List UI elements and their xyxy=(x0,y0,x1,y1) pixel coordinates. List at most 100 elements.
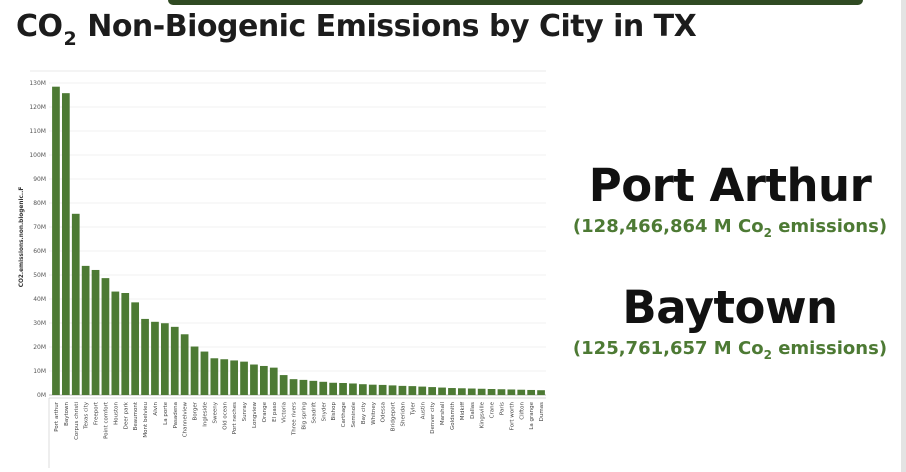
x-tick-label: Texas city xyxy=(84,401,90,430)
y-axis-ticks: 0M 10M 20M 30M 40M 50M 60M 70M 80M 90M 100M 110M 120… xyxy=(29,80,46,399)
x-tick-label: Victoria xyxy=(282,402,288,423)
x-tick-label: Sheridan xyxy=(400,401,406,426)
x-tick-label: Carthage xyxy=(341,401,347,427)
x-tick-label: Channelview xyxy=(183,402,189,438)
x-tick-label: Borger xyxy=(193,401,199,420)
bar xyxy=(477,388,486,395)
bar xyxy=(507,389,516,395)
x-tick-label: Bishop xyxy=(331,401,337,420)
x-tick-label: Sunray xyxy=(242,401,248,421)
x-tick-label: Dallas xyxy=(470,402,476,419)
x-tick-label: Seminole xyxy=(351,401,357,427)
x-tick-label: Sweeny xyxy=(212,401,218,423)
x-tick-label: Baytown xyxy=(64,401,70,425)
x-tick-label: Alvin xyxy=(153,401,159,415)
x-tick-label: Austin xyxy=(420,401,426,419)
x-tick-label: Deer park xyxy=(123,401,129,429)
bar xyxy=(517,389,526,395)
x-tick-label: Longview xyxy=(252,402,258,428)
bar xyxy=(299,379,308,395)
bar xyxy=(349,383,357,395)
x-tick-label: Mont belvieu xyxy=(143,402,149,438)
x-tick-label: Port neches xyxy=(232,402,238,434)
y-tick-label: 110M xyxy=(29,128,46,135)
callout-city-name: Baytown xyxy=(622,281,838,334)
amount-subscript: 2 xyxy=(763,348,772,362)
bar xyxy=(141,318,149,395)
bar xyxy=(329,382,338,395)
x-tick-label: Odessa xyxy=(381,402,387,422)
x-tick-label: Point comfort xyxy=(103,401,109,439)
x-tick-label: Ingleside xyxy=(202,401,208,426)
x-tick-label: Bridgeport xyxy=(391,401,397,431)
x-tick-label: Three rivers xyxy=(292,402,298,436)
x-tick-label: La grange xyxy=(529,401,535,429)
bar xyxy=(339,383,347,395)
callout-top-city: Port Arthur (128,466,864 M Co2 emissions… xyxy=(560,159,900,241)
bar-chart-svg: 0M 10M 20M 30M 40M 50M 60M 70M 80M 90M 100M 110M 120… xyxy=(19,70,546,468)
bar xyxy=(121,293,130,395)
y-tick-label: 0M xyxy=(37,392,46,399)
x-tick-label: Freeport xyxy=(94,401,100,425)
callout-amount: (128,466,864 M Co2 emissions) xyxy=(560,216,900,240)
x-tick-label: El paso xyxy=(272,401,278,421)
x-tick-label: Pasadena xyxy=(173,402,179,428)
x-tick-label: Tyler xyxy=(410,401,416,416)
bar xyxy=(200,351,209,395)
bar xyxy=(210,358,219,395)
y-tick-label: 70M xyxy=(33,224,46,231)
bar xyxy=(289,379,298,395)
y-tick-label: 80M xyxy=(33,200,46,207)
x-tick-label: Bay city xyxy=(361,401,367,424)
x-tick-label: Midkiff xyxy=(460,402,466,420)
bar xyxy=(111,291,120,395)
bar xyxy=(131,302,140,395)
bar xyxy=(537,390,545,395)
bar xyxy=(487,389,496,395)
y-tick-label: 60M xyxy=(33,248,46,255)
x-tick-label: Crane xyxy=(490,401,496,418)
top-accent-band xyxy=(168,0,863,5)
x-tick-label: Whitney xyxy=(371,401,377,424)
bar xyxy=(240,361,248,395)
bar xyxy=(428,387,437,395)
callout-city-name: Port Arthur xyxy=(588,159,872,212)
x-axis-ticks: Port arthur Baytown Corpus christi Texas ci… xyxy=(54,401,545,440)
bar xyxy=(160,323,169,395)
y-tick-label: 100M xyxy=(29,152,46,159)
x-tick-label: Goldsmith xyxy=(450,401,456,430)
bar xyxy=(467,388,476,395)
x-tick-label: Houston xyxy=(113,401,119,424)
bar xyxy=(438,387,446,395)
bar xyxy=(527,389,536,395)
x-tick-label: La porte xyxy=(163,401,169,424)
bar xyxy=(279,375,288,395)
y-tick-label: 90M xyxy=(33,176,46,183)
amount-subscript: 2 xyxy=(763,226,772,240)
bar xyxy=(457,388,466,395)
bar xyxy=(259,365,268,395)
amount-suffix: emissions) xyxy=(771,338,888,359)
amount-text: (125,761,657 M Co xyxy=(572,338,764,359)
y-tick-label: 20M xyxy=(33,344,46,351)
bar xyxy=(388,385,397,395)
amount-text: (128,466,864 M Co xyxy=(572,216,764,237)
bar xyxy=(101,278,110,395)
bar xyxy=(170,326,179,395)
x-tick-label: Fort worth xyxy=(509,401,515,430)
x-tick-label: Seadrift xyxy=(311,401,317,423)
y-axis-label: CO2.emissions.non.biogenic..F xyxy=(19,187,25,288)
y-tick-label: 120M xyxy=(29,104,46,111)
bar xyxy=(319,381,328,395)
y-tick-label: 130M xyxy=(29,80,46,87)
title-subscript: 2 xyxy=(63,28,77,50)
amount-suffix: emissions) xyxy=(771,216,888,237)
title-co: CO xyxy=(16,9,63,44)
x-tick-label: Port arthur xyxy=(54,401,60,431)
bar xyxy=(448,388,456,395)
callout-amount: (125,761,657 M Co2 emissions) xyxy=(560,338,900,362)
y-tick-label: 10M xyxy=(33,368,46,375)
bar xyxy=(91,269,100,395)
y-tick-label: 40M xyxy=(33,296,46,303)
x-tick-label: Old ocean xyxy=(222,401,228,429)
